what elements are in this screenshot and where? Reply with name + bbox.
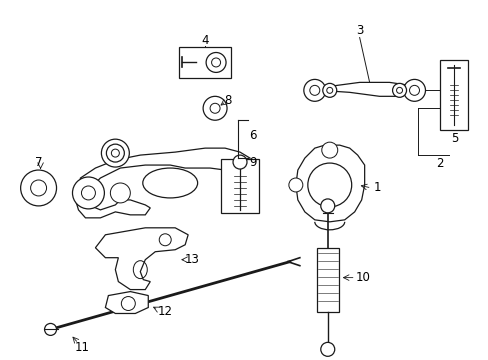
- Ellipse shape: [142, 168, 197, 198]
- Text: 4: 4: [201, 34, 208, 47]
- Circle shape: [20, 170, 57, 206]
- Circle shape: [233, 155, 246, 169]
- Bar: [179, 46, 230, 78]
- Circle shape: [403, 80, 425, 101]
- Polygon shape: [75, 148, 249, 218]
- Bar: [316, 248, 338, 312]
- Text: 10: 10: [354, 271, 369, 284]
- Text: 2: 2: [435, 157, 442, 170]
- Text: 7: 7: [35, 156, 42, 168]
- Circle shape: [321, 142, 337, 158]
- Polygon shape: [95, 228, 188, 289]
- Circle shape: [320, 342, 334, 356]
- Circle shape: [110, 183, 130, 203]
- Circle shape: [205, 53, 225, 72]
- Circle shape: [44, 323, 57, 336]
- Bar: [221, 159, 259, 213]
- Circle shape: [322, 84, 336, 97]
- Circle shape: [106, 144, 124, 162]
- Polygon shape: [105, 292, 148, 314]
- Bar: [440, 60, 468, 130]
- Text: 3: 3: [355, 24, 363, 37]
- Text: 8: 8: [224, 94, 231, 107]
- Text: 12: 12: [158, 305, 172, 318]
- Polygon shape: [304, 82, 419, 96]
- Circle shape: [307, 163, 351, 207]
- Circle shape: [101, 139, 129, 167]
- Text: 9: 9: [249, 156, 256, 168]
- Circle shape: [392, 84, 406, 97]
- Circle shape: [203, 96, 226, 120]
- Circle shape: [72, 177, 104, 209]
- Polygon shape: [295, 145, 364, 222]
- Text: 13: 13: [184, 253, 199, 266]
- Circle shape: [303, 80, 325, 101]
- Text: 1: 1: [373, 181, 381, 194]
- Circle shape: [320, 199, 334, 213]
- Circle shape: [288, 178, 302, 192]
- Text: 6: 6: [249, 129, 256, 142]
- Text: 5: 5: [450, 132, 457, 145]
- Text: 11: 11: [75, 341, 90, 354]
